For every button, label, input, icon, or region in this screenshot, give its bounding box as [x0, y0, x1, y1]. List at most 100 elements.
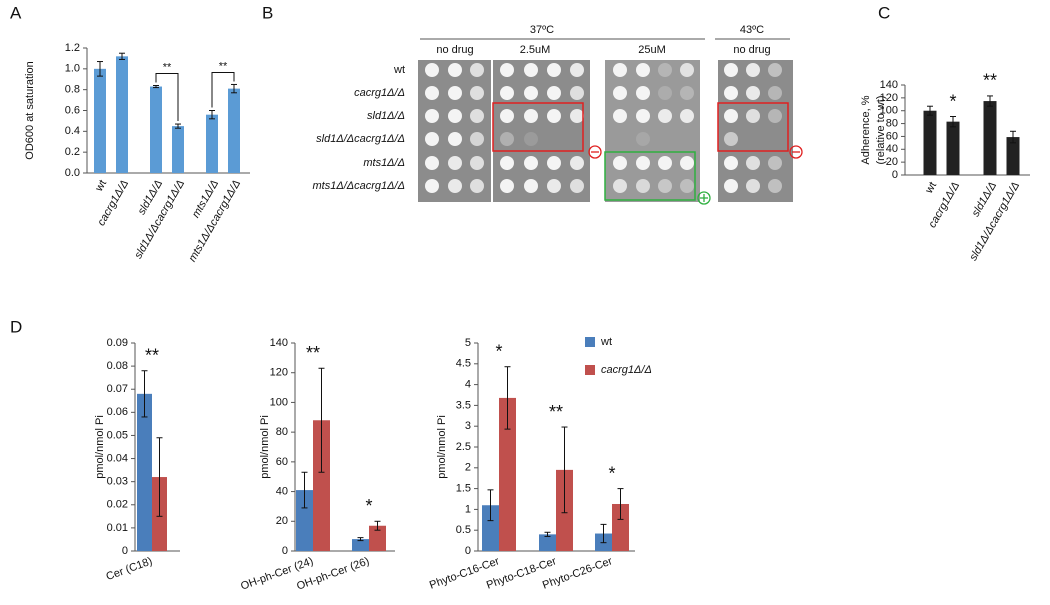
colony-spot — [570, 63, 584, 77]
y-tick-label: 2 — [465, 462, 471, 474]
colony-spot — [570, 109, 584, 123]
colony-spot — [470, 179, 484, 193]
bar — [228, 88, 240, 173]
colony-spot — [636, 179, 650, 193]
plates — [418, 60, 793, 202]
annotation: * — [495, 341, 502, 361]
y-tick-label: 0.03 — [107, 476, 128, 488]
colony-spot — [425, 132, 439, 146]
significance-bracket — [211, 71, 235, 108]
y-tick-label: 0.0 — [65, 167, 80, 179]
colony-spot — [613, 63, 627, 77]
colony-spot — [425, 179, 439, 193]
strain-label: mts1Δ/Δcacrg1Δ/Δ — [313, 180, 406, 192]
x-tick-label: wt — [93, 178, 109, 194]
colony-spot — [746, 156, 760, 170]
colony-spot — [724, 86, 738, 100]
y-tick-label: 60 — [886, 130, 898, 142]
minus-icon — [588, 145, 602, 159]
temperature: 37ºC — [530, 24, 554, 36]
colony-spot — [470, 63, 484, 77]
x-tick-label: Cer (C18) — [105, 555, 154, 583]
bar — [946, 121, 960, 175]
error-bar — [318, 367, 325, 473]
error-bar — [374, 520, 381, 531]
y-tick-label: 1.5 — [456, 483, 471, 495]
y-tick-label: 0 — [282, 545, 288, 557]
y-tick-label: 0.01 — [107, 522, 128, 534]
annotation: ** — [549, 402, 563, 422]
annotation: ** — [219, 60, 228, 72]
colony-spot — [547, 109, 561, 123]
strain-label: sld1Δ/Δcacrg1Δ/Δ — [316, 133, 405, 145]
colony-spot — [613, 86, 627, 100]
colony-spot — [448, 132, 462, 146]
y-tick-label: 0.05 — [107, 429, 128, 441]
colony-spot — [547, 179, 561, 193]
colony-spot — [768, 179, 782, 193]
bar — [296, 490, 313, 551]
plate — [418, 60, 491, 202]
annotation: ** — [145, 345, 159, 365]
colony-spot — [448, 109, 462, 123]
y-tick-label: 0.06 — [107, 406, 128, 418]
colony-spot — [658, 63, 672, 77]
error-bar — [97, 61, 103, 77]
y-tick-label: 4.5 — [456, 358, 471, 370]
bar — [150, 86, 162, 173]
colony-spot — [746, 63, 760, 77]
condition: no drug — [436, 44, 473, 56]
error-bar — [504, 366, 511, 430]
colony-spot — [470, 109, 484, 123]
colony-spot — [425, 156, 439, 170]
bar — [499, 397, 516, 551]
panel-label: C — [878, 3, 890, 22]
y-tick-label: 0 — [465, 545, 471, 557]
y-tick-label: 0.04 — [107, 452, 128, 464]
y-tick-label: 0.08 — [107, 360, 128, 372]
error-bar — [301, 471, 308, 509]
temperature: 43ºC — [740, 24, 764, 36]
colony-spot — [425, 109, 439, 123]
annotation: ** — [163, 61, 172, 73]
bar — [923, 110, 937, 175]
colony-spot — [500, 132, 514, 146]
colony-spot — [680, 179, 694, 193]
y-tick-label: 60 — [276, 456, 288, 468]
colony-spot — [658, 156, 672, 170]
colony-spot — [658, 179, 672, 193]
y-tick-label: 0.09 — [107, 337, 128, 349]
error-bar — [153, 85, 159, 89]
colony-spot — [680, 63, 694, 77]
colony-spot — [547, 63, 561, 77]
y-tick-label: 0.6 — [65, 104, 80, 116]
strain-label: mts1Δ/Δ — [363, 157, 405, 169]
strain-label: sld1Δ/Δ — [367, 110, 405, 122]
colony-spot — [524, 86, 538, 100]
colony-spot — [724, 109, 738, 123]
y-tick-label: 100 — [270, 396, 288, 408]
colony-spot — [680, 109, 694, 123]
colony-spot — [724, 179, 738, 193]
colony-spot — [680, 86, 694, 100]
y-tick-label: 4 — [465, 379, 471, 391]
colony-spot — [524, 179, 538, 193]
error-bar — [141, 370, 148, 418]
y-tick-label: 0.02 — [107, 499, 128, 511]
y-tick-label: 0 — [892, 169, 898, 181]
legend-swatch — [585, 365, 595, 375]
y-tick-label: 40 — [886, 143, 898, 155]
y-tick-label: 140 — [270, 337, 288, 349]
x-tick-label: wt — [923, 180, 939, 196]
error-bar — [600, 523, 607, 544]
colony-spot — [613, 109, 627, 123]
colony-spot — [613, 179, 627, 193]
panel-label: D — [10, 317, 22, 336]
colony-spot — [768, 156, 782, 170]
panel-label: B — [262, 3, 273, 22]
error-bar — [561, 426, 568, 514]
legend-label: cacrg1Δ/Δ — [601, 364, 652, 376]
colony-spot — [746, 109, 760, 123]
y-tick-label: 40 — [276, 485, 288, 497]
y-tick-label: 5 — [465, 337, 471, 349]
